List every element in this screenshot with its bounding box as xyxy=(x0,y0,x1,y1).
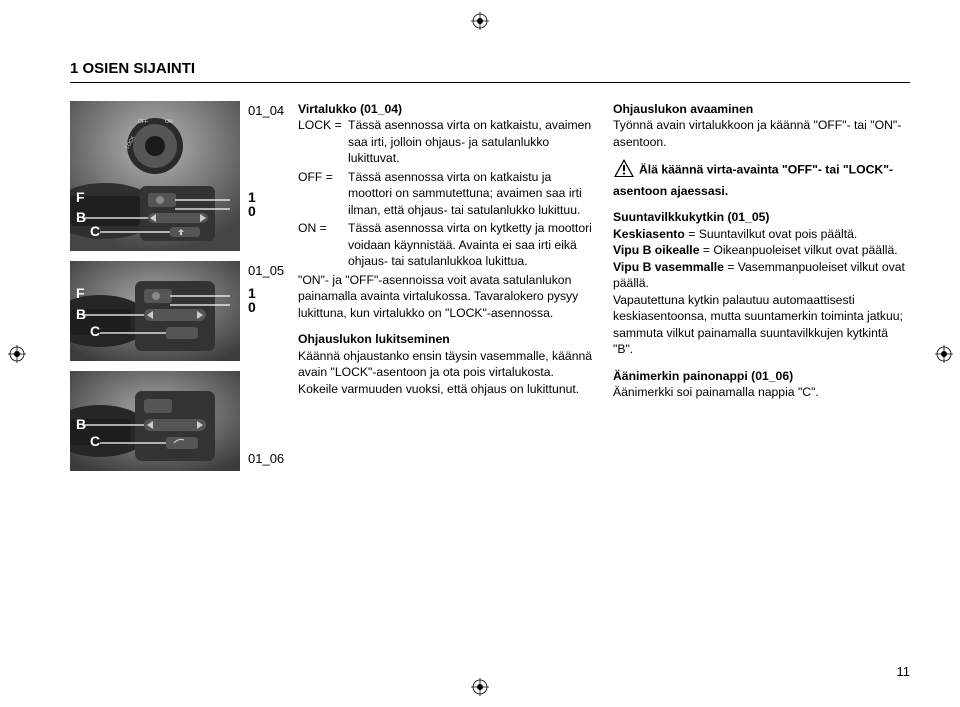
body-text: Keskiasento = Suuntavilkut ovat pois pää… xyxy=(613,226,910,242)
figure-label-c: C xyxy=(90,433,100,449)
figure-caption: 01_06 xyxy=(248,451,284,466)
subheading: Suuntavilkkukytkin (01_05) xyxy=(613,209,910,225)
figure-label-b: B xyxy=(76,209,86,225)
kv-row: OFF = Tässä asennossa virta on katkaistu… xyxy=(298,169,595,218)
figure-label-f: F xyxy=(76,189,85,205)
subheading: Ohjauslukon lukitseminen xyxy=(298,331,595,347)
body-text: Vipu B oikealle = Oikeanpuoleiset vilkut… xyxy=(613,242,910,258)
section-title: Virtalukko (01_04) xyxy=(298,101,595,117)
kv-key: ON = xyxy=(298,220,348,269)
registration-mark xyxy=(935,345,953,363)
body-text: Työnnä avain virtalukkoon ja käännä "OFF… xyxy=(613,117,910,150)
registration-mark xyxy=(471,12,489,30)
body-text: Käännä ohjaustanko ensin täysin vasemmal… xyxy=(298,348,595,397)
body-text: Äänimerkki soi painamalla nappia "C". xyxy=(613,384,910,400)
page-title: 1 OSIEN SIJAINTI xyxy=(70,60,910,77)
kv-row: ON = Tässä asennossa virta on kytketty j… xyxy=(298,220,595,269)
page-number: 11 xyxy=(897,664,911,679)
registration-mark xyxy=(471,678,489,696)
content-row: OFF ON LOCK xyxy=(70,101,910,481)
registration-mark xyxy=(8,345,26,363)
kv-key: LOCK = xyxy=(298,117,348,166)
figure-label-b: B xyxy=(76,306,86,322)
kv-row: LOCK = Tässä asennossa virta on katkaist… xyxy=(298,117,595,166)
kv-key: OFF = xyxy=(298,169,348,218)
middle-column: Virtalukko (01_04) LOCK = Tässä asennoss… xyxy=(298,101,595,481)
svg-text:OFF: OFF xyxy=(138,119,148,125)
subheading: Äänimerkin painonappi (01_06) xyxy=(613,368,910,384)
warning-block: Älä käännä virta-avainta "OFF"- tai "LOC… xyxy=(613,158,910,199)
body-text: Vapautettuna kytkin palautuu automaattis… xyxy=(613,292,910,358)
kv-val: Tässä asennossa virta on kytketty ja moo… xyxy=(348,220,595,269)
figure-label-c: C xyxy=(90,323,100,339)
figure-caption: 01_04 xyxy=(248,103,284,118)
figure-label-c: C xyxy=(90,223,100,239)
header-rule xyxy=(70,82,910,83)
figures-column: OFF ON LOCK xyxy=(70,101,280,481)
figure-caption: 01_05 xyxy=(248,263,284,278)
figure-label-f: F xyxy=(76,285,85,301)
figure-01-05: 01_05 1 0 F B C xyxy=(70,261,280,361)
body-text: Vipu B vasemmalle = Vasemmanpuoleiset vi… xyxy=(613,259,910,292)
svg-text:ON: ON xyxy=(165,119,173,125)
subheading: Ohjauslukon avaaminen xyxy=(613,101,910,117)
body-text: "ON"- ja "OFF"-asennoissa voit avata sat… xyxy=(298,272,595,321)
kv-val: Tässä asennossa virta on katkaistu ja mo… xyxy=(348,169,595,218)
figure-label-0: 0 xyxy=(248,299,256,315)
kv-val: Tässä asennossa virta on katkaistu, avai… xyxy=(348,117,595,166)
figure-01-04: OFF ON LOCK xyxy=(70,101,280,251)
right-column: Ohjauslukon avaaminen Työnnä avain virta… xyxy=(613,101,910,481)
warning-text: Älä käännä virta-avainta "OFF"- tai "LOC… xyxy=(613,163,893,198)
figure-label-0: 0 xyxy=(248,203,256,219)
warning-icon xyxy=(613,158,635,182)
figure-label-b: B xyxy=(76,416,86,432)
figure-01-06: 01_06 B C xyxy=(70,371,280,471)
